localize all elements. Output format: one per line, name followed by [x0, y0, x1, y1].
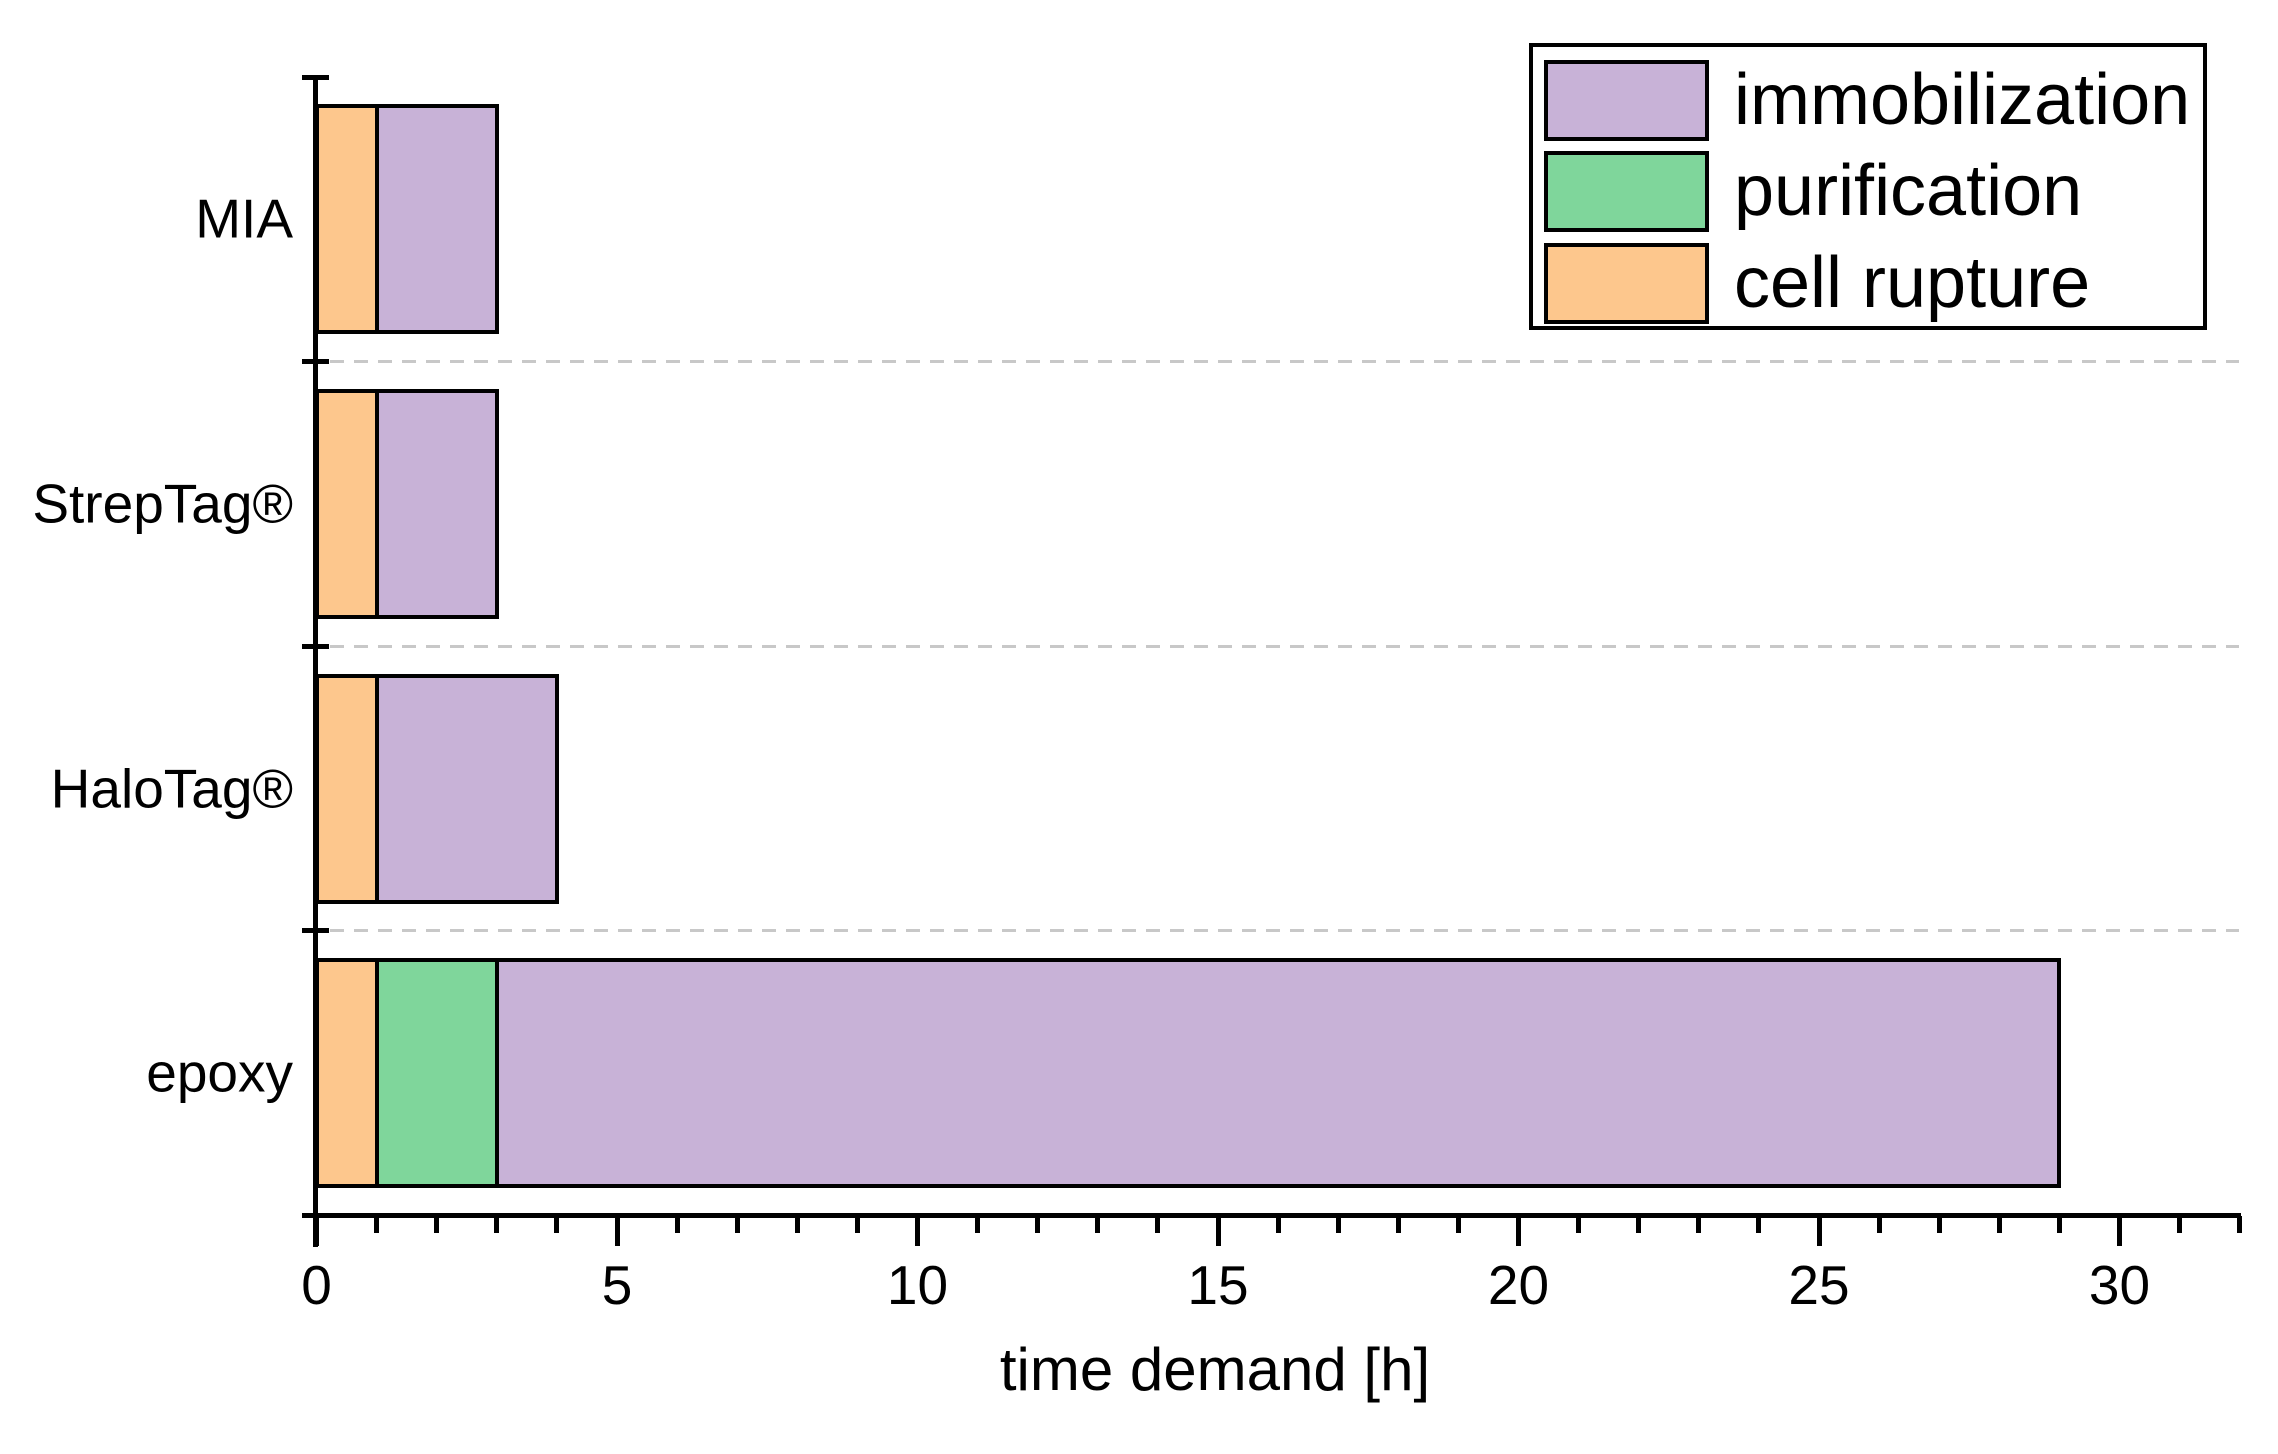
legend: immobilization purification cell rupture	[1529, 43, 2207, 330]
x-axis-minor-tick	[1155, 1216, 1161, 1233]
legend-swatch-cell-rupture	[1544, 243, 1709, 324]
bar-row	[314, 104, 499, 335]
x-axis-minor-tick	[1095, 1216, 1101, 1233]
x-axis-minor-tick	[1756, 1216, 1762, 1233]
category-separator-gridline	[330, 360, 2239, 364]
bar-segment-cell-rupture	[314, 958, 379, 1189]
x-axis-minor-tick	[374, 1216, 380, 1233]
x-axis-minor-tick	[1395, 1216, 1401, 1233]
bar-segment-immobilization	[374, 388, 499, 619]
x-axis-minor-tick	[794, 1216, 800, 1233]
x-axis-minor-tick	[1696, 1216, 1702, 1233]
category-label: epoxy	[146, 1041, 293, 1104]
category-label: MIA	[195, 187, 293, 250]
x-axis-minor-tick	[1275, 1216, 1281, 1233]
x-axis-title: time demand [h]	[999, 1336, 1431, 1403]
x-tick-label: 20	[1487, 1254, 1550, 1316]
x-axis-minor-tick	[494, 1216, 500, 1233]
x-tick-label: 10	[886, 1254, 949, 1316]
x-axis-minor-tick	[975, 1216, 981, 1233]
bar-segment-immobilization	[374, 104, 499, 335]
category-separator-gridline	[330, 929, 2239, 933]
bar-row	[314, 958, 2062, 1189]
x-tick-label: 0	[301, 1254, 332, 1316]
bar-segment-cell-rupture	[314, 388, 379, 619]
bar-segment-purification	[374, 958, 499, 1189]
x-axis-minor-tick	[1035, 1216, 1041, 1233]
legend-swatch-immobilization	[1544, 60, 1709, 141]
x-axis-minor-tick	[1576, 1216, 1582, 1233]
x-axis-minor-tick	[1335, 1216, 1341, 1233]
x-tick-label: 30	[2088, 1254, 2151, 1316]
x-axis-minor-tick	[2177, 1216, 2183, 1233]
x-tick-label: 5	[601, 1254, 633, 1316]
bar-row	[314, 388, 499, 619]
x-axis-major-tick	[1215, 1216, 1221, 1246]
x-axis-major-tick	[915, 1216, 920, 1246]
x-axis-minor-tick	[854, 1216, 860, 1233]
x-axis-spine	[302, 1213, 2241, 1218]
legend-label: purification	[1734, 151, 2083, 231]
legend-label: immobilization	[1734, 60, 2191, 140]
y-axis-spine	[313, 77, 318, 1247]
x-axis-minor-tick	[674, 1216, 680, 1233]
category-label: HaloTag®	[50, 757, 293, 819]
legend-swatch-purification	[1544, 151, 1709, 232]
y-axis-major-tick	[302, 643, 329, 649]
legend-label: cell rupture	[1734, 243, 2091, 323]
x-axis-minor-tick	[434, 1216, 440, 1233]
x-axis-minor-tick	[2056, 1216, 2062, 1233]
bar-segment-cell-rupture	[314, 104, 379, 335]
x-axis-minor-tick	[1996, 1216, 2002, 1233]
x-axis-major-tick	[314, 1216, 319, 1246]
category-label: StrepTag®	[32, 472, 293, 535]
x-axis-minor-tick	[734, 1216, 740, 1233]
x-axis-major-tick	[614, 1216, 620, 1246]
x-axis-minor-tick	[1876, 1216, 1882, 1233]
x-axis-major-tick	[2117, 1216, 2122, 1246]
x-tick-label: 25	[1788, 1254, 1850, 1316]
bar-segment-immobilization	[494, 958, 2062, 1189]
x-axis-major-tick	[1816, 1216, 1822, 1246]
y-axis-major-tick	[302, 74, 329, 80]
y-axis-major-tick	[302, 928, 329, 934]
x-axis-minor-tick	[554, 1216, 560, 1233]
y-axis-major-tick	[302, 359, 329, 365]
category-separator-gridline	[330, 644, 2239, 648]
bar-segment-immobilization	[374, 673, 559, 904]
x-axis-minor-tick	[1455, 1216, 1461, 1233]
x-axis-minor-tick	[2237, 1216, 2243, 1233]
bar-row	[314, 673, 559, 904]
x-axis-minor-tick	[1636, 1216, 1642, 1233]
x-tick-label: 15	[1187, 1254, 1249, 1316]
x-axis-major-tick	[1516, 1216, 1521, 1246]
bar-segment-cell-rupture	[314, 673, 379, 904]
x-axis-minor-tick	[1936, 1216, 1942, 1233]
